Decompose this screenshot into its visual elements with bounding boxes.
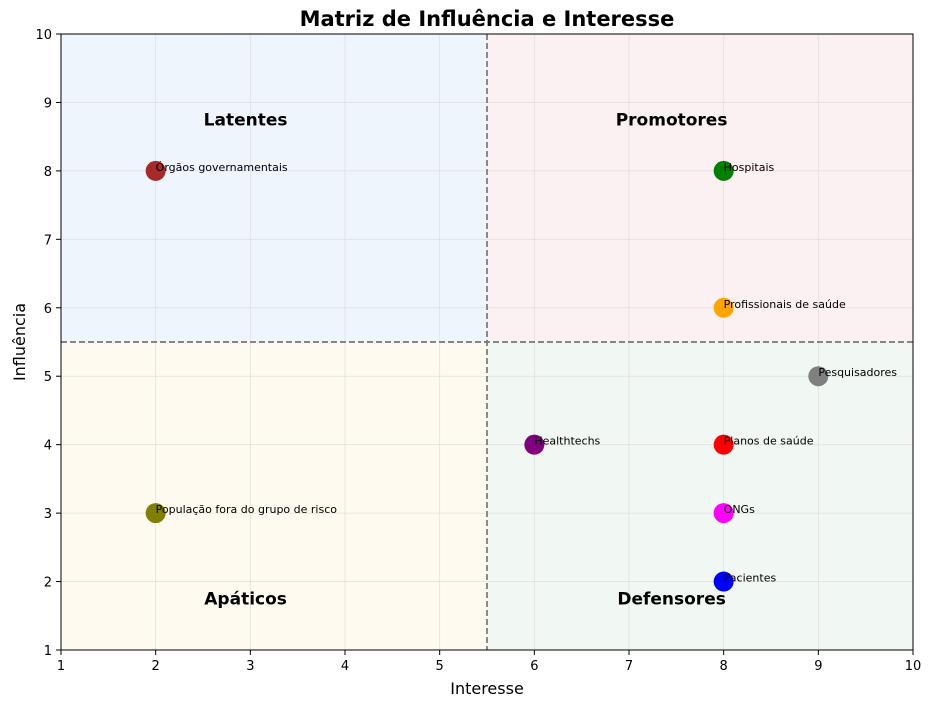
x-tick-label: 5 <box>436 659 444 674</box>
data-point <box>145 503 166 524</box>
y-tick-label: 9 <box>44 96 52 111</box>
y-tick-label: 7 <box>44 233 52 248</box>
quadrant-promotores <box>487 34 913 342</box>
quadrant-label: Apáticos <box>204 590 287 610</box>
data-point <box>713 503 734 524</box>
x-tick-label: 2 <box>152 659 160 674</box>
x-tick-label: 7 <box>625 659 633 674</box>
quadrant-latentes <box>61 34 487 342</box>
y-tick-label: 10 <box>35 28 52 43</box>
data-points: Órgãos governamentais Hospitais Profission… <box>145 160 897 592</box>
point-label: População fora do grupo de risco <box>156 503 338 516</box>
point-label: Healthtechs <box>534 435 600 448</box>
y-axis-label: Influência <box>10 303 29 381</box>
point-label: Pesquisadores <box>818 366 897 379</box>
data-point <box>713 297 734 318</box>
x-tick-label: 4 <box>341 659 349 674</box>
point-label: ONGs <box>724 503 755 516</box>
quadrant-dividers <box>61 34 913 650</box>
data-point <box>713 434 734 455</box>
y-tick-label: 2 <box>44 576 52 591</box>
y-tick-label: 3 <box>44 507 52 522</box>
quadrant-label: Latentes <box>204 111 288 131</box>
x-tick-label: 3 <box>246 659 254 674</box>
y-tick-label: 4 <box>44 439 52 454</box>
x-tick-label: 10 <box>905 659 922 674</box>
y-tick-label: 1 <box>44 644 52 659</box>
quadrant-label: Defensores <box>617 590 726 610</box>
point-label: Hospitais <box>724 161 775 174</box>
y-tick-label: 8 <box>44 165 52 180</box>
data-point <box>808 366 829 387</box>
data-point <box>145 160 166 181</box>
y-tick-label: 6 <box>44 302 52 317</box>
x-tick-label: 9 <box>814 659 822 674</box>
quadrant-backgrounds <box>61 34 913 650</box>
plot-frame <box>60 33 914 651</box>
quadrant-labels: Latentes Promotores Apáticos Defensores <box>204 111 728 610</box>
axis-ticks: 1 2 3 4 5 6 7 8 9 10 1 2 3 4 5 6 7 8 9 10 <box>35 28 921 674</box>
data-point <box>713 571 734 592</box>
point-label: Profissionais de saúde <box>724 298 846 311</box>
point-label: Pacientes <box>724 572 777 585</box>
x-axis-label: Interesse <box>450 679 524 698</box>
x-tick-label: 1 <box>57 659 65 674</box>
chart-title: Matriz de Influência e Interesse <box>300 7 675 31</box>
quadrant-apáticos <box>61 342 487 650</box>
quadrant-label: Promotores <box>616 111 728 131</box>
x-tick-label: 8 <box>720 659 728 674</box>
quadrant-defensores <box>487 342 913 650</box>
point-label: Planos de saúde <box>724 435 814 448</box>
data-point <box>524 434 545 455</box>
x-tick-label: 6 <box>530 659 538 674</box>
data-point <box>713 160 734 181</box>
point-label: Órgãos governamentais <box>156 161 288 174</box>
y-tick-label: 5 <box>44 370 52 385</box>
